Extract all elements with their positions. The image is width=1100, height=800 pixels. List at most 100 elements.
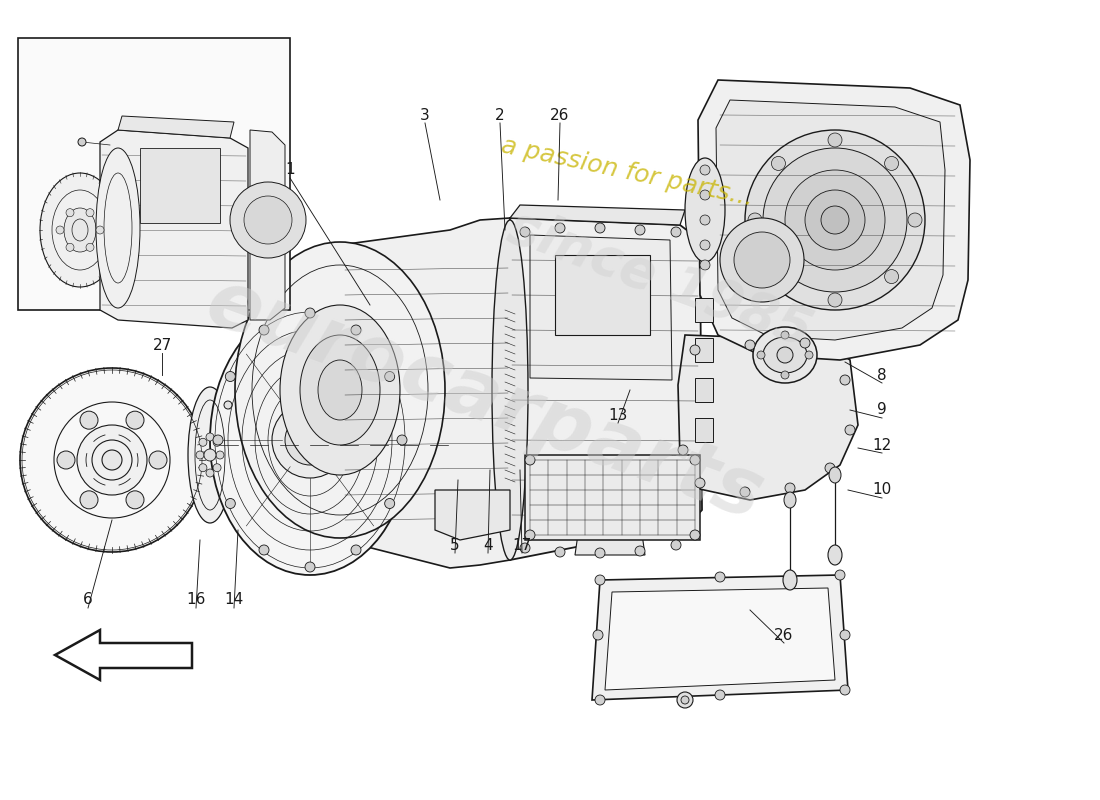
Ellipse shape [318,360,362,420]
Circle shape [715,572,725,582]
Circle shape [800,338,810,348]
Circle shape [397,435,407,445]
Text: 9: 9 [877,402,887,418]
Circle shape [78,138,86,146]
Circle shape [681,696,689,704]
Circle shape [66,243,74,251]
Circle shape [126,491,144,509]
Circle shape [351,325,361,335]
Circle shape [206,469,214,477]
Circle shape [740,487,750,497]
Text: eurocarparts: eurocarparts [195,263,773,537]
Ellipse shape [784,492,796,508]
Text: 17: 17 [513,538,531,553]
Circle shape [20,368,204,552]
Text: 27: 27 [153,338,172,353]
Ellipse shape [828,545,842,565]
Bar [556,255,650,335]
Circle shape [805,351,813,359]
Circle shape [763,148,908,292]
Circle shape [385,371,395,382]
Circle shape [199,438,207,446]
Bar [525,455,700,540]
Circle shape [840,630,850,640]
Circle shape [77,425,147,495]
Circle shape [695,478,705,488]
Circle shape [690,455,700,465]
Text: 13: 13 [608,407,628,422]
Circle shape [805,190,865,250]
Circle shape [734,232,790,288]
Circle shape [56,226,64,234]
Circle shape [285,415,336,465]
Circle shape [828,293,842,307]
Circle shape [525,455,535,465]
Text: since 1985: since 1985 [502,201,818,359]
Circle shape [204,449,216,461]
Circle shape [213,438,221,446]
Circle shape [700,240,710,250]
Circle shape [757,351,764,359]
Ellipse shape [829,467,842,483]
Circle shape [80,411,98,429]
Circle shape [671,227,681,237]
Circle shape [840,375,850,385]
Circle shape [785,483,795,493]
Polygon shape [575,520,645,555]
Text: 14: 14 [224,593,243,607]
Circle shape [272,402,348,478]
Circle shape [595,695,605,705]
Polygon shape [340,218,510,568]
Circle shape [595,223,605,233]
Polygon shape [510,218,702,560]
Circle shape [825,463,835,473]
Circle shape [86,209,94,217]
Text: 1: 1 [285,162,295,178]
Circle shape [230,182,306,258]
Circle shape [556,223,565,233]
Circle shape [777,347,793,363]
Circle shape [845,425,855,435]
Polygon shape [250,130,285,320]
Circle shape [80,491,98,509]
Polygon shape [592,575,848,700]
Circle shape [298,428,322,452]
Circle shape [96,226,104,234]
Circle shape [206,433,214,441]
Circle shape [258,545,270,555]
Polygon shape [100,130,248,328]
Circle shape [593,630,603,640]
Circle shape [700,190,710,200]
Circle shape [715,690,725,700]
Polygon shape [698,80,970,360]
Polygon shape [118,116,234,138]
Ellipse shape [754,327,817,383]
Text: a passion for parts...: a passion for parts... [498,134,756,210]
Circle shape [720,218,804,302]
Circle shape [690,345,700,355]
Circle shape [525,530,535,540]
Circle shape [771,270,785,283]
Circle shape [595,548,605,558]
Text: 2: 2 [495,107,505,122]
Circle shape [258,325,270,335]
Ellipse shape [763,337,807,373]
Circle shape [244,196,292,244]
Circle shape [86,243,94,251]
Circle shape [199,464,207,472]
Bar [140,148,220,223]
Circle shape [840,685,850,695]
Circle shape [57,451,75,469]
Ellipse shape [685,158,725,262]
Polygon shape [434,490,510,540]
Circle shape [678,445,688,455]
Bar [695,338,713,362]
Bar [18,38,290,310]
Circle shape [676,692,693,708]
Circle shape [385,498,395,509]
Circle shape [690,530,700,540]
Circle shape [884,157,899,170]
Circle shape [520,227,530,237]
Circle shape [226,498,235,509]
Polygon shape [510,205,685,225]
